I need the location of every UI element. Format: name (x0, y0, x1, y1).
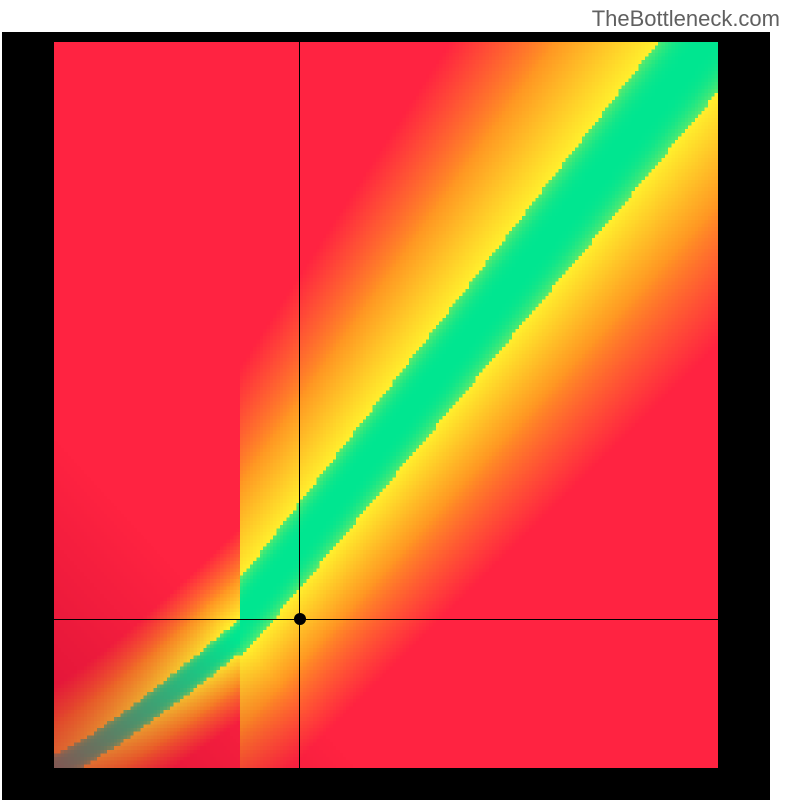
watermark-text: TheBottleneck.com (592, 6, 780, 32)
chart-container: { "watermark": "TheBottleneck.com", "plo… (0, 0, 800, 800)
point-marker (294, 613, 306, 625)
crosshair-vertical (299, 42, 300, 768)
plot-frame (2, 32, 770, 800)
crosshair-horizontal (54, 619, 718, 620)
heatmap-canvas (54, 42, 718, 768)
